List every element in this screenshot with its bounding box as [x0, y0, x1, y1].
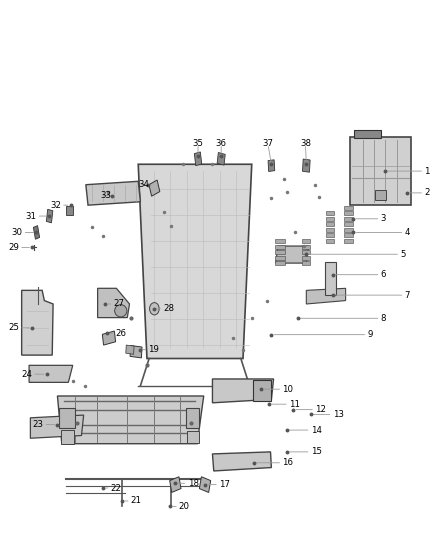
- Text: 35: 35: [193, 139, 204, 148]
- Polygon shape: [350, 137, 411, 205]
- Text: 15: 15: [311, 447, 321, 456]
- Text: 11: 11: [289, 400, 300, 409]
- Text: 7: 7: [405, 290, 410, 300]
- Bar: [60, 430, 74, 443]
- Polygon shape: [138, 164, 252, 359]
- Text: 28: 28: [163, 304, 174, 313]
- Text: 22: 22: [111, 483, 122, 492]
- Bar: [344, 233, 353, 237]
- Bar: [344, 217, 353, 221]
- Text: 37: 37: [262, 139, 273, 148]
- Bar: [170, 477, 181, 492]
- Text: 32: 32: [50, 200, 61, 209]
- Bar: [344, 211, 353, 215]
- Bar: [130, 345, 142, 358]
- Bar: [326, 211, 334, 215]
- Bar: [375, 190, 386, 200]
- Bar: [326, 222, 334, 227]
- Ellipse shape: [115, 305, 127, 317]
- Bar: [302, 256, 310, 260]
- Bar: [126, 345, 134, 354]
- Bar: [276, 256, 285, 260]
- Bar: [102, 331, 116, 345]
- Polygon shape: [86, 181, 141, 205]
- Text: 12: 12: [315, 405, 326, 414]
- Bar: [276, 245, 285, 249]
- Text: 5: 5: [400, 250, 406, 259]
- Text: 4: 4: [405, 228, 410, 237]
- Text: 2: 2: [424, 188, 430, 197]
- Polygon shape: [30, 415, 84, 438]
- Bar: [326, 239, 334, 243]
- Bar: [66, 206, 73, 215]
- Bar: [344, 239, 353, 243]
- Text: 8: 8: [381, 314, 386, 323]
- Bar: [302, 261, 310, 265]
- Text: 33: 33: [100, 191, 111, 200]
- Text: 31: 31: [25, 212, 36, 221]
- Text: 10: 10: [283, 385, 293, 394]
- Bar: [326, 228, 334, 232]
- Bar: [186, 408, 199, 428]
- Bar: [276, 261, 285, 265]
- Bar: [302, 239, 310, 244]
- Text: 23: 23: [32, 420, 43, 429]
- Bar: [60, 408, 75, 428]
- Bar: [268, 160, 275, 172]
- Bar: [199, 477, 211, 492]
- Text: 1: 1: [424, 167, 430, 175]
- Text: 3: 3: [381, 214, 386, 223]
- Bar: [46, 209, 53, 223]
- Polygon shape: [306, 288, 346, 304]
- Bar: [33, 225, 39, 239]
- Bar: [326, 217, 334, 221]
- Text: 34: 34: [138, 180, 149, 189]
- Polygon shape: [57, 396, 204, 443]
- Bar: [354, 130, 381, 138]
- Text: 19: 19: [148, 345, 159, 354]
- Text: 9: 9: [367, 330, 373, 339]
- Bar: [276, 239, 285, 244]
- Polygon shape: [276, 246, 308, 263]
- Text: 25: 25: [8, 324, 19, 333]
- Text: 29: 29: [8, 243, 19, 252]
- Text: 14: 14: [311, 425, 321, 434]
- Bar: [217, 152, 225, 165]
- Text: 30: 30: [11, 228, 22, 237]
- Text: 27: 27: [113, 300, 124, 309]
- Text: 6: 6: [381, 270, 386, 279]
- Bar: [344, 222, 353, 227]
- Text: 17: 17: [219, 480, 230, 489]
- Bar: [276, 250, 285, 254]
- Polygon shape: [98, 288, 130, 318]
- Text: 16: 16: [283, 458, 293, 467]
- Ellipse shape: [150, 303, 159, 315]
- Polygon shape: [29, 365, 73, 382]
- Bar: [302, 245, 310, 249]
- Text: 36: 36: [215, 139, 227, 148]
- Text: 18: 18: [187, 479, 198, 488]
- Bar: [325, 262, 336, 295]
- Text: 26: 26: [115, 329, 126, 338]
- Bar: [326, 233, 334, 237]
- Text: 38: 38: [300, 139, 311, 148]
- Bar: [302, 250, 310, 254]
- Bar: [149, 180, 160, 196]
- Text: 13: 13: [332, 410, 343, 419]
- Text: 20: 20: [179, 502, 190, 511]
- Text: 21: 21: [131, 496, 142, 505]
- Polygon shape: [212, 379, 274, 403]
- Bar: [253, 381, 271, 401]
- Bar: [344, 206, 353, 210]
- Bar: [303, 159, 310, 172]
- Polygon shape: [212, 452, 272, 471]
- Text: 24: 24: [21, 370, 32, 378]
- Bar: [344, 228, 353, 232]
- Bar: [194, 152, 202, 166]
- Polygon shape: [21, 290, 53, 355]
- Bar: [187, 431, 199, 443]
